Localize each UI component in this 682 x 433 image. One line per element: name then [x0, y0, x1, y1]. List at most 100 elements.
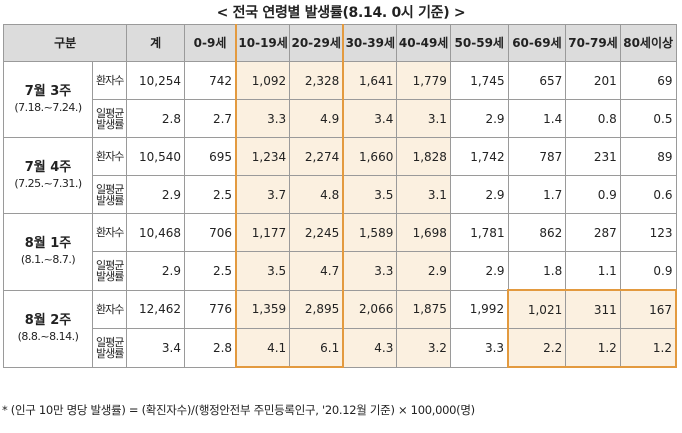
patient-count-cell: 10,540: [126, 137, 185, 176]
header-age-20-29: 20-29세: [289, 24, 345, 62]
avg-rate-cell: 3.7: [235, 175, 291, 214]
patient-count-cell: 123: [619, 213, 677, 252]
avg-rate-cell: 3.4: [126, 328, 185, 368]
patient-count-cell: 706: [184, 213, 237, 252]
patient-count-cell: 1,589: [342, 213, 398, 252]
header-row: 구분 계 0-9세 10-19세 20-29세 30-39세 40-49세 50…: [2, 24, 677, 62]
header-age-60-69: 60-69세: [507, 24, 567, 62]
patient-count-cell: 742: [184, 61, 237, 100]
avg-rate-label: 일평균발생률: [91, 99, 128, 138]
avg-rate-cell: 3.3: [235, 99, 291, 138]
period-label: 7월 3주 (7.18.~7.24.): [3, 61, 93, 138]
patient-count-cell: 695: [184, 137, 237, 176]
avg-rate-cell: 4.9: [289, 99, 345, 138]
header-age-0-9: 0-9세: [184, 24, 237, 62]
patient-count-cell: 1,177: [235, 213, 291, 252]
avg-rate-cell: 3.1: [396, 175, 451, 214]
patient-count-cell: 1,992: [449, 289, 509, 329]
patient-count-cell: 311: [565, 289, 621, 329]
avg-rate-cell: 2.9: [449, 99, 509, 138]
patient-count-cell: 201: [565, 61, 621, 100]
patients-label: 환자수: [91, 213, 128, 252]
date-range: (8.1.~8.7.): [20, 252, 76, 266]
avg-rate-cell: 2.5: [184, 251, 237, 291]
header-age-50-59: 50-59세: [449, 24, 509, 62]
header-category: 구분: [2, 24, 128, 62]
avg-rate-label: 일평균발생률: [91, 328, 128, 368]
avg-rate-label: 일평균발생률: [91, 175, 128, 214]
patient-count-cell: 1,781: [449, 213, 509, 252]
period-label: 8월 1주 (8.1.~8.7.): [3, 213, 93, 291]
week-label: 8월 1주: [24, 235, 72, 251]
avg-rate-cell: 6.1: [289, 328, 345, 368]
patient-count-cell: 1,021: [507, 289, 567, 329]
patients-label: 환자수: [91, 289, 128, 329]
week-label: 8월 2주: [24, 312, 72, 328]
patient-count-cell: 2,066: [342, 289, 398, 329]
patients-label: 환자수: [91, 61, 128, 100]
age-incidence-table: 구분 계 0-9세 10-19세 20-29세 30-39세 40-49세 50…: [2, 24, 677, 368]
date-range: (7.25.~7.31.): [14, 176, 82, 190]
patient-count-cell: 862: [507, 213, 567, 252]
avg-rate-cell: 3.4: [342, 99, 398, 138]
table-row: 일평균발생률 2.9 2.5 3.7 4.8 3.5 3.1 2.9 1.7 0.9 0.6: [4, 175, 677, 214]
patient-count-cell: 1,828: [396, 137, 451, 176]
table-row: 일평균발생률 2.8 2.7 3.3 4.9 3.4 3.1 2.9 1.4 0.8 0.5: [4, 99, 677, 138]
patient-count-cell: 1,742: [449, 137, 509, 176]
avg-rate-cell: 0.8: [565, 99, 621, 138]
patient-count-cell: 2,245: [289, 213, 345, 252]
table-row: 일평균발생률 2.9 2.5 3.5 4.7 3.3 2.9 2.9 1.8 1.1 0.9: [4, 251, 677, 291]
avg-rate-cell: 0.9: [619, 251, 677, 291]
avg-rate-cell: 1.7: [507, 175, 567, 214]
avg-rate-cell: 4.7: [289, 251, 345, 291]
patient-count-cell: 12,462: [126, 289, 185, 329]
avg-rate-cell: 4.1: [235, 328, 291, 368]
patients-label: 환자수: [91, 137, 128, 176]
patient-count-cell: 1,779: [396, 61, 451, 100]
avg-rate-cell: 2.5: [184, 175, 237, 214]
patient-count-cell: 89: [619, 137, 677, 176]
avg-rate-cell: 2.8: [184, 328, 237, 368]
patient-count-cell: 167: [619, 289, 677, 329]
header-age-80-plus: 80세이상: [619, 24, 677, 62]
patient-count-cell: 2,274: [289, 137, 345, 176]
avg-rate-cell: 3.5: [342, 175, 398, 214]
patient-count-cell: 2,895: [289, 289, 345, 329]
week-label: 7월 4주: [24, 159, 72, 175]
avg-rate-cell: 1.4: [507, 99, 567, 138]
patient-count-cell: 787: [507, 137, 567, 176]
header-age-10-19: 10-19세: [235, 24, 291, 62]
avg-rate-cell: 3.3: [342, 251, 398, 291]
header-age-40-49: 40-49세: [396, 24, 451, 62]
footnote: * (인구 10만 명당 발생률) = (확진자수)/(행정안전부 주민등록인구…: [2, 403, 475, 417]
patient-count-cell: 1,745: [449, 61, 509, 100]
avg-rate-cell: 1.8: [507, 251, 567, 291]
avg-rate-cell: 2.9: [126, 175, 185, 214]
patient-count-cell: 1,875: [396, 289, 451, 329]
avg-rate-cell: 2.9: [449, 175, 509, 214]
avg-rate-cell: 3.1: [396, 99, 451, 138]
table-title: < 전국 연령별 발생률(8.14. 0시 기준) >: [216, 5, 466, 21]
avg-rate-cell: 4.3: [342, 328, 398, 368]
patient-count-cell: 231: [565, 137, 621, 176]
patient-count-cell: 10,254: [126, 61, 185, 100]
header-total: 계: [126, 24, 185, 62]
table-row: 8월 1주 (8.1.~8.7.) 환자수 10,468 706 1,177 2,245 1,…: [3, 213, 677, 291]
header-age-70-79: 70-79세: [565, 24, 621, 62]
table-row: 7월 3주 (7.18.~7.24.) 환자수 10,254 742 1,092 2,328…: [3, 61, 677, 138]
patient-count-cell: 1,234: [235, 137, 291, 176]
week-label: 7월 3주: [24, 83, 72, 99]
date-range: (8.8.~8.14.): [17, 329, 79, 343]
patient-count-cell: 1,092: [235, 61, 291, 100]
patient-count-cell: 657: [507, 61, 567, 100]
patient-count-cell: 2,328: [289, 61, 345, 100]
header-age-30-39: 30-39세: [342, 24, 398, 62]
patient-count-cell: 776: [184, 289, 237, 329]
period-label: 7월 4주 (7.25.~7.31.): [3, 137, 93, 214]
patient-count-cell: 1,698: [396, 213, 451, 252]
avg-rate-cell: 4.8: [289, 175, 345, 214]
patient-count-cell: 287: [565, 213, 621, 252]
avg-rate-cell: 0.9: [565, 175, 621, 214]
patient-count-cell: 1,359: [235, 289, 291, 329]
table-row: 7월 4주 (7.25.~7.31.) 환자수 10,540 695 1,234 2,274…: [3, 137, 677, 214]
